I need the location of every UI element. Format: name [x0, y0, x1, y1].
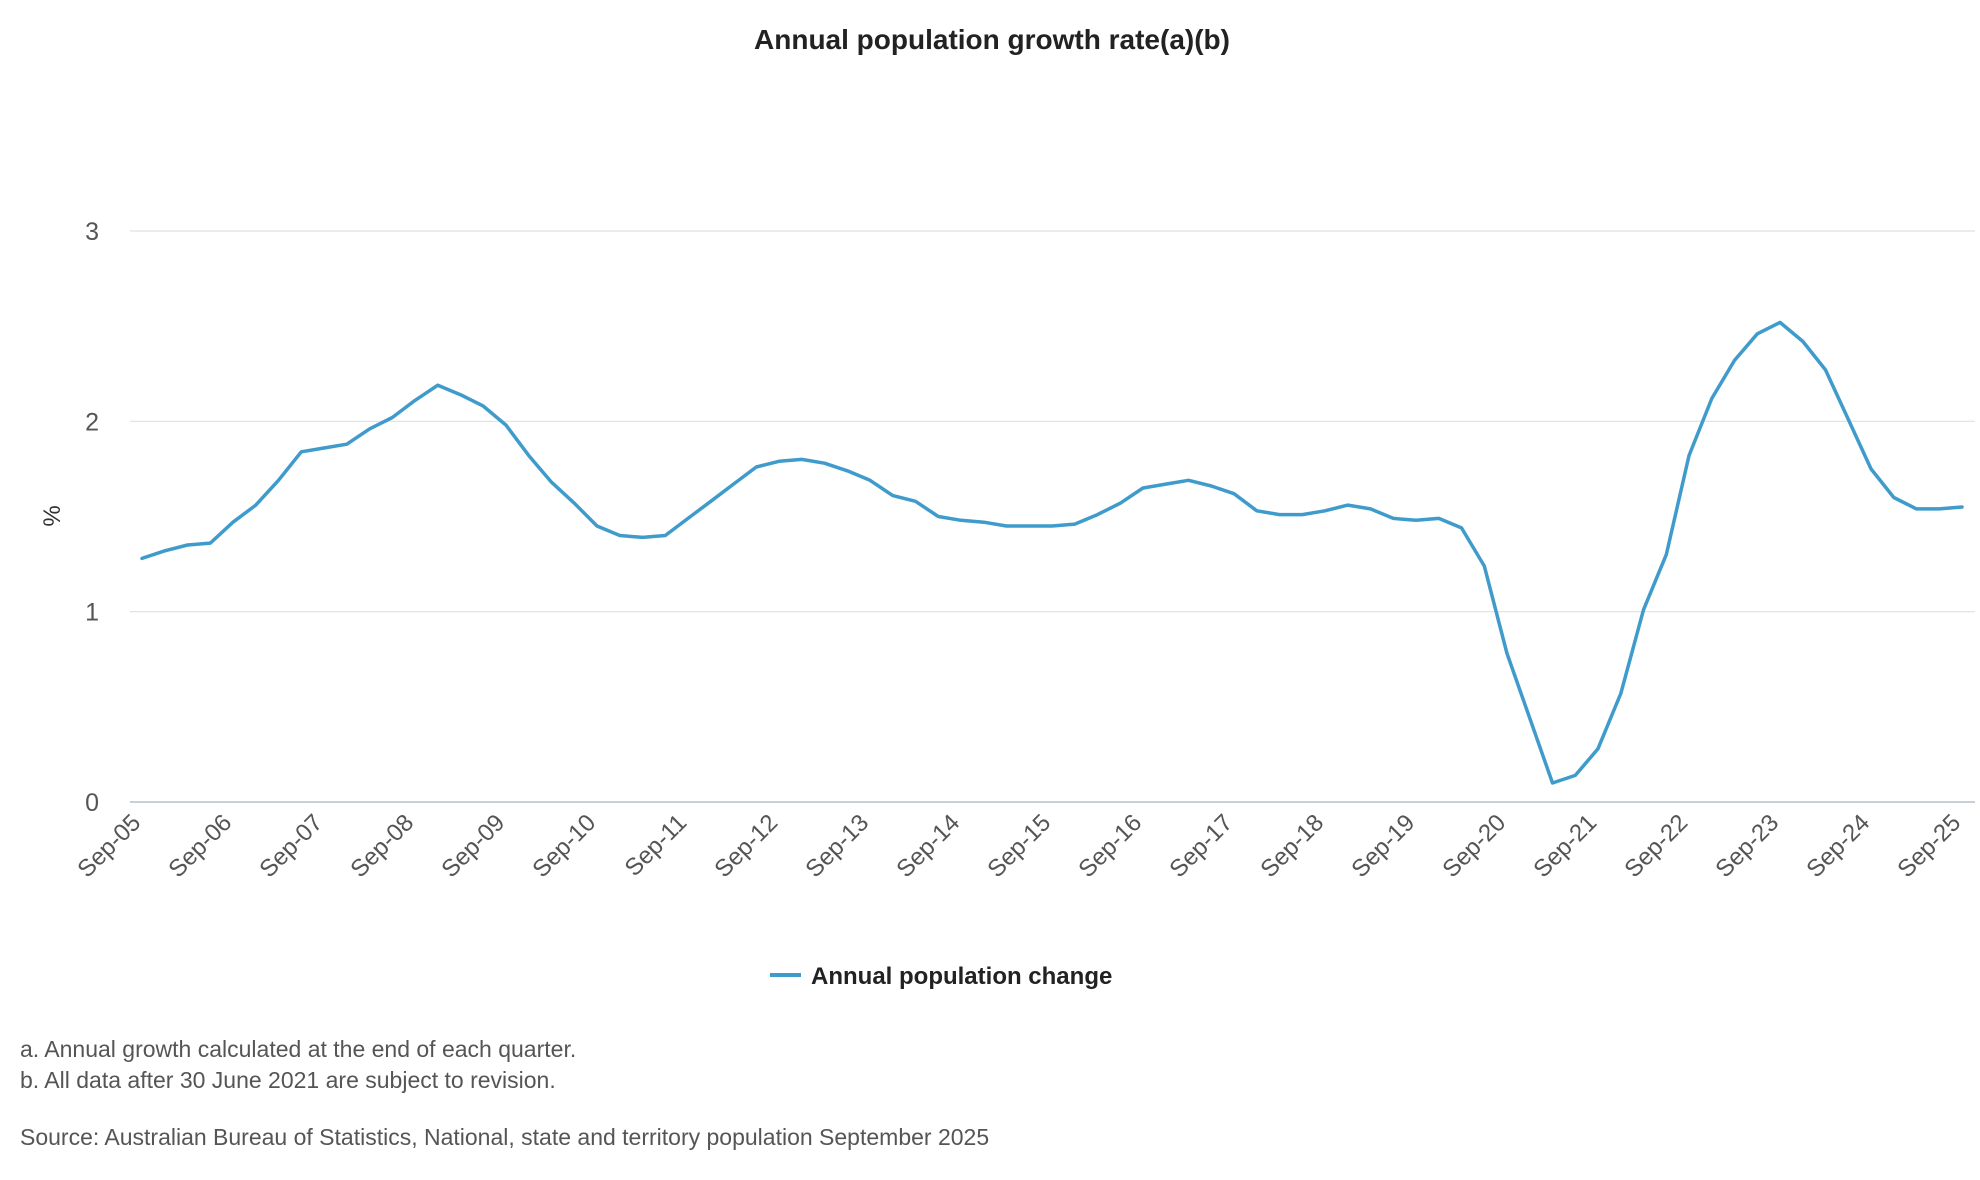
x-tick-label: Sep-22: [1619, 809, 1693, 883]
y-tick-label: 1: [85, 599, 99, 627]
y-tick-label: 2: [85, 408, 99, 436]
y-tick-label: 3: [85, 218, 99, 246]
x-tick-label: Sep-17: [1164, 809, 1238, 883]
x-tick-label: Sep-24: [1801, 809, 1875, 883]
x-tick-label: Sep-18: [1255, 809, 1329, 883]
x-tick-label: Sep-20: [1437, 809, 1511, 883]
x-tick-label: Sep-13: [800, 809, 874, 883]
legend[interactable]: Annual population change: [770, 963, 1112, 990]
x-tick-label: Sep-21: [1528, 809, 1602, 883]
x-tick-label: Sep-07: [254, 809, 328, 883]
y-axis-label: %: [39, 505, 66, 526]
x-tick-label: Sep-12: [709, 809, 783, 883]
x-tick-label: Sep-15: [982, 809, 1056, 883]
footnotes: a. Annual growth calculated at the end o…: [20, 1034, 576, 1096]
series-line: [140, 320, 1964, 785]
source-note: Source: Australian Bureau of Statistics,…: [20, 1124, 990, 1150]
y-tick-label: 0: [85, 789, 99, 817]
x-tick-label: Sep-16: [1073, 809, 1147, 883]
legend-label[interactable]: Annual population change: [811, 963, 1112, 990]
footnote-a: a. Annual growth calculated at the end o…: [20, 1036, 577, 1062]
y-axis-ticks: 0 1 2 3: [85, 218, 99, 817]
x-tick-label: Sep-11: [620, 809, 693, 882]
x-axis-ticks: Sep-05 Sep-06 Sep-07 Sep-08 Sep-09 Sep-10 Sep-…: [72, 809, 1966, 883]
x-tick-label: Sep-08: [345, 809, 419, 883]
x-tick-label: Sep-23: [1710, 809, 1784, 883]
footnote-b: b. All data after 30 June 2021 are subje…: [20, 1067, 556, 1093]
x-tick-label: Sep-14: [891, 809, 965, 883]
x-tick-label: Sep-09: [436, 809, 510, 883]
x-tick-label: Sep-06: [163, 809, 237, 883]
x-tick-label: Sep-25: [1892, 809, 1966, 883]
x-tick-label: Sep-10: [527, 809, 601, 883]
chart-title: Annual population growth rate(a)(b): [754, 24, 1230, 55]
x-tick-label: Sep-05: [72, 809, 146, 883]
x-tick-label: Sep-19: [1346, 809, 1420, 883]
series-layer: [140, 320, 1964, 785]
grid: [130, 230, 1975, 803]
